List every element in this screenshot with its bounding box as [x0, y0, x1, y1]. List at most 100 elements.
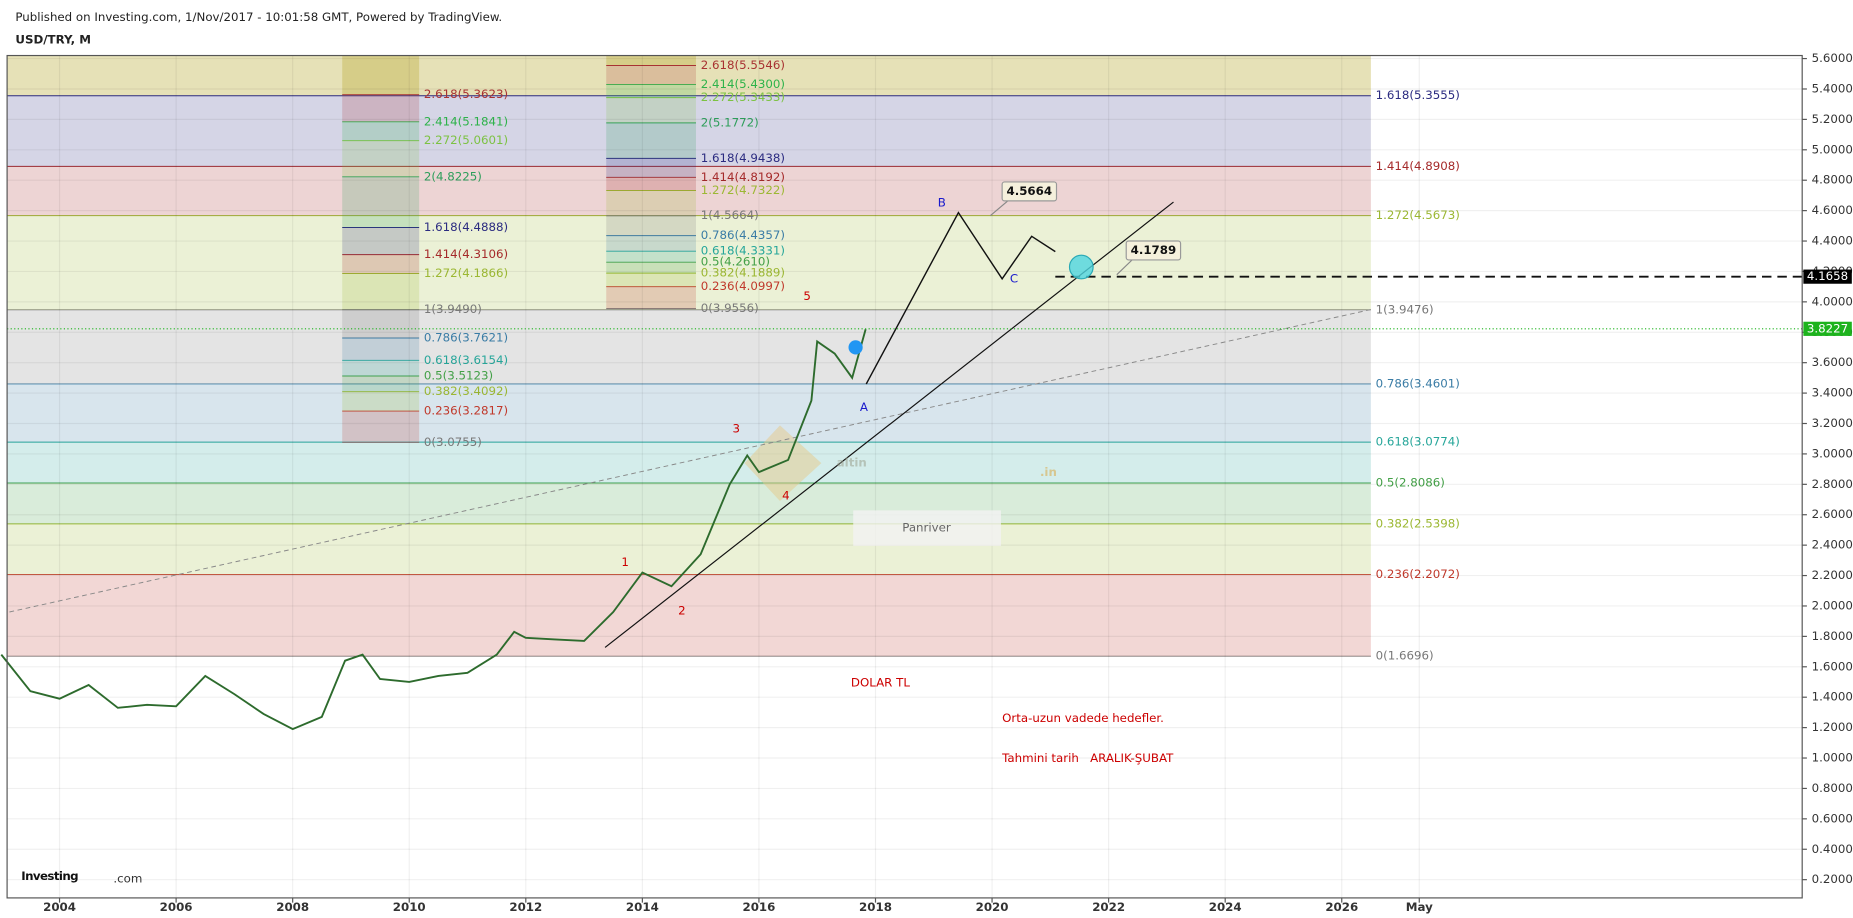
target-price-box	[1803, 269, 1852, 284]
y-tick-label: 0.6000	[1812, 811, 1853, 825]
fib-zone	[342, 227, 420, 255]
x-tick-label: 2006	[160, 900, 193, 914]
y-tick-label: 1.2000	[1812, 720, 1853, 734]
fib-label: 0.236(2.2072)	[1376, 567, 1460, 581]
fib-label: 0.5(4.2610)	[701, 255, 770, 269]
y-tick-label: 4.0000	[1812, 294, 1853, 308]
fib-zone	[7, 166, 1371, 216]
fib-layer: 0(1.6696) 0.236(2.2072) 0.382(2.5398) 0.5(2…	[7, 55, 1460, 663]
watermark-suffix: .in	[1040, 465, 1057, 479]
y-tick-label: 5.2000	[1812, 112, 1853, 126]
fib-label: 0.382(4.1889)	[701, 266, 785, 280]
x-tick-label: 2008	[276, 900, 309, 914]
fib-zone	[7, 95, 1371, 167]
x-tick-label: 2016	[743, 900, 776, 914]
target-marker	[1068, 254, 1094, 280]
wave-label: B	[938, 196, 946, 210]
callout-pointer	[1116, 258, 1134, 276]
y-tick-label: 5.6000	[1812, 51, 1853, 65]
fib-zone	[606, 97, 696, 123]
fib-zone	[606, 65, 696, 85]
fib-zone	[606, 190, 696, 216]
fib-label: 2.618(5.5546)	[701, 58, 785, 72]
x-tick-label: 2026	[1325, 900, 1358, 914]
wave-label: C	[1010, 271, 1018, 285]
fib-label: 0.236(4.0997)	[701, 279, 785, 293]
y-tick-label: 3.0000	[1812, 446, 1853, 460]
fib-zone	[342, 411, 420, 443]
x-tick-label: 2012	[509, 900, 542, 914]
y-tick-label: 2.4000	[1812, 538, 1853, 552]
fib-label: 2.414(5.1841)	[424, 114, 508, 128]
fib-label: 1.414(4.3106)	[424, 247, 508, 261]
wave-label: 5	[803, 289, 811, 303]
logo-suffix: .com	[113, 872, 142, 886]
last-price-label: 3.8227	[1807, 321, 1848, 335]
fib-zone	[606, 215, 696, 236]
panriver-bg	[853, 510, 1001, 546]
fib-label: 0.618(3.0774)	[1376, 435, 1460, 449]
fib-label: 1.272(4.1866)	[424, 266, 508, 280]
fib-zone	[342, 338, 420, 361]
fib-zone	[606, 262, 696, 274]
fib-label: 0(3.0755)	[424, 435, 482, 449]
fib-label: 0(3.9556)	[701, 301, 759, 315]
fib-label: 0.786(3.4601)	[1376, 376, 1460, 390]
fib-zone	[342, 360, 420, 377]
pivot-marker	[848, 340, 863, 355]
y-tick-label: 5.0000	[1812, 142, 1853, 156]
fib-zone	[7, 574, 1371, 657]
fib-label: 0.5(2.8086)	[1376, 476, 1445, 490]
fib-zone	[7, 442, 1371, 484]
fib-zone	[342, 176, 420, 228]
y-tick-label: 1.8000	[1812, 629, 1853, 643]
callout-box	[1001, 181, 1058, 202]
callout-label: 4.5664	[1007, 184, 1053, 198]
fib-zone	[342, 121, 420, 141]
x-tick-label: 2022	[1092, 900, 1125, 914]
y-tick-label: 2.6000	[1812, 507, 1853, 521]
header: Published on Investing.com, 1/Nov/2017 -…	[15, 10, 502, 24]
x-tick-label: May	[1406, 900, 1433, 914]
fib-label: 1(3.9490)	[424, 302, 482, 316]
fib-label: 0.236(3.2817)	[424, 404, 508, 418]
callout-label: 4.1789	[1131, 243, 1177, 257]
x-tick-label: 2024	[1209, 900, 1242, 914]
fib-zone	[342, 376, 420, 392]
wave-label: 1	[621, 555, 629, 569]
y-tick-label: 2.0000	[1812, 598, 1853, 612]
fib-label: 2(4.8225)	[424, 169, 482, 183]
fib-label: 1.618(5.3555)	[1376, 88, 1460, 102]
x-tick-label: 2014	[626, 900, 659, 914]
fib-label: 1(3.9476)	[1376, 302, 1434, 316]
fib-zone-top	[7, 55, 1371, 96]
x-tick-label: 2018	[859, 900, 892, 914]
watermark-name: Panriver	[902, 521, 951, 535]
y-tick-label: 3.4000	[1812, 386, 1853, 400]
fib-zone	[606, 122, 696, 159]
fib-zone	[342, 140, 420, 177]
y-tick-label: 2.2000	[1812, 568, 1853, 582]
y-tick-label: 1.6000	[1812, 659, 1853, 673]
fib-label: 0.786(3.7621)	[424, 331, 508, 345]
fib-zone	[606, 158, 696, 178]
fib-zone	[7, 215, 1371, 310]
fib-zone	[606, 286, 696, 309]
projection-path	[865, 211, 1056, 385]
fib-zone	[342, 273, 420, 310]
callout-pointer	[989, 199, 1010, 217]
x-tick-label: 2010	[393, 900, 426, 914]
main-layer: altin .in Panriver 3.8227 4.1658 4.5664 4.1789…	[0, 181, 1852, 886]
y-tick-label: 3.6000	[1812, 355, 1853, 369]
price-line	[0, 329, 867, 731]
fib-label: 1.272(4.7322)	[701, 183, 785, 197]
fib-label: 0.786(4.4357)	[701, 228, 785, 242]
y-tick-label: 1.4000	[1812, 690, 1853, 704]
fib-zone	[342, 94, 420, 122]
callout-box	[1125, 240, 1182, 261]
y-tick-label: 2.8000	[1812, 477, 1853, 491]
fib-label: 2(5.1772)	[701, 115, 759, 129]
fib-label: 2.272(5.3433)	[701, 90, 785, 104]
x-tick-label: 2020	[976, 900, 1009, 914]
